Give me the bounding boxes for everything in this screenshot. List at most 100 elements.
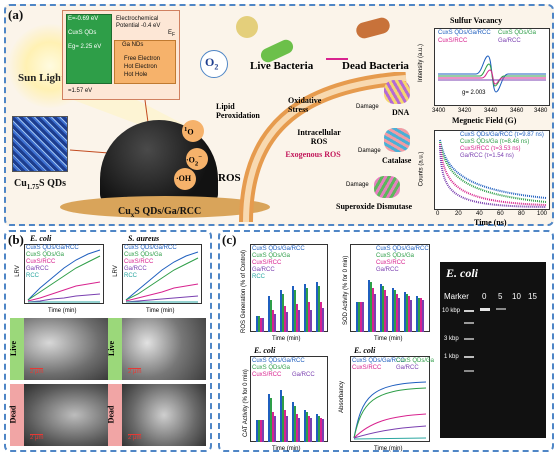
epr-traces [438,55,546,93]
arrow-live-to-dead [326,58,348,60]
sem-dead-saureus [122,384,206,446]
dna-label: DNA [392,108,410,117]
epr-tick-2: 3440 [484,108,498,114]
band-eg: Eg= 2.25 eV [68,44,102,50]
gel-image [440,262,546,438]
gel-marker: Marker [444,292,469,301]
live-tag-1 [10,318,24,380]
lrv-saureus-ylabel: LRV [112,265,119,277]
gel-bands [464,308,506,372]
gel-size-0: 10 kbp [442,308,461,314]
sod-bars [356,280,424,332]
sod-legend-1: CuxS QDs/Ga [376,253,415,259]
lrv-saureus-legend-1: CuxS QDs/Ga [124,252,163,258]
pl-legend-3: Ga/RCC (τ=1.54 ns) [460,153,514,159]
scale-bar-1: 2 μm [30,368,44,375]
ros-bars [256,282,324,332]
composite-label: CuxS QDs/Ga/RCC [118,206,202,219]
cat-legend-0: CuxS QDs/Ga/RCC [252,358,305,364]
damage-label-dna: Damage [356,104,379,110]
damage-label-catalase: Damage [358,148,381,154]
gel-lane-1: 5 [498,292,503,301]
band-evb: =1.57 eV [68,88,93,94]
epr-g-value: g= 2.003 [462,90,486,96]
catalase-icon [384,128,410,152]
o2-bubble [200,50,228,78]
panel-b-label: (b) [8,232,24,247]
lrv-ecoli-legend-4: RCC [26,273,39,279]
sem-live-saureus [122,318,206,380]
pl-tick-3: 60 [497,211,504,217]
pl-chart [434,130,550,210]
epr-ylabel: Intensity (a.u.) [418,43,425,83]
lrv-saureus-xlabel: Time (min) [146,308,175,314]
od-xlabel: Time (min) [374,446,403,452]
lrv-saureus-legend-3: Ga/RCC [124,266,147,272]
dna-icon [384,80,410,104]
live-bacteria-label: Live Bacteria [250,60,314,72]
damage-label-sod: Damage [346,182,369,188]
od-lines [353,381,427,440]
lrv-ecoli-legend-3: Ga/RCC [26,266,49,272]
od-title: E. coli [354,346,376,355]
dead-tag-1 [10,384,24,446]
epr-tick-3: 3460 [510,108,524,114]
dead-label-1: Dead [8,405,18,424]
pl-legend-0: CuxS QDs/Ga/RCC (τ=9.87 ns) [460,132,544,138]
od-legend-0: CuxS QDs/Ga/RCC [352,358,405,364]
epr-tick-4: 3480 [534,108,548,114]
dead-bacteria-label: Dead Bacteria [342,60,409,72]
sunlight-label: Sun Light [18,72,65,84]
cat-legend-1: CuxS QDs/Ga [252,365,291,371]
cell-membrane [239,72,407,222]
lrv-saureus-lines [125,251,199,303]
o2-label: O2 [205,55,219,72]
pl-tick-4: 80 [518,211,525,217]
sem-live-ecoli [24,318,108,380]
pl-tick-2: 40 [476,211,483,217]
epr-legend-2: CuxS/RCC [438,38,468,44]
sod-xlabel: Time (min) [374,336,403,342]
band-electro: Electrochemical Potential -0.4 eV [116,16,161,29]
scale-bar-3: 2 μm [30,434,44,441]
sod-legend-2: CuxS/RCC [376,260,406,266]
band-ecb: E=-0.69 eV [68,16,99,22]
cat-bars [256,390,324,442]
gel-lane-2: 10 [512,292,521,301]
epr-tick-0: 3400 [432,108,446,114]
gel-lane-0: 0 [482,292,487,301]
lrv-ecoli-legend-0: CuxS QDs/Ga/RCC [26,245,79,251]
cat-ylabel: CAT Activity (% for 0 min) [243,369,249,437]
epr-title: Sulfur Vacancy [450,16,503,25]
cat-legend-2: CuxS/RCC [252,372,282,378]
superoxide-label: ·O2− [186,154,203,168]
band-ga-nds: Ga NDs [122,42,144,48]
scale-bar-2: 2 μm [128,368,142,375]
panel-a-label: (a) [8,7,24,22]
live-label-2: Live [107,340,117,357]
sod-legend-3: Ga/RCC [376,267,399,273]
cat-legend-3: Ga/RCC [292,372,315,378]
epr-legend-0: CuxS QDs/Ga/RCC [438,30,491,36]
cat-title: E. coli [254,346,276,355]
live-bacteria-icon-2 [236,16,258,38]
oxidative-label: Oxidative Stress [288,96,322,114]
pl-legend-2: CuxS/RCC (τ=3.53 ns) [460,146,521,152]
lrv-saureus-title: S. aureus [128,234,160,243]
dead-label-2: Dead [106,405,116,424]
sod-ylabel: SOD Activity (% for 0 min) [343,255,349,325]
ros-label: ROS [218,172,241,184]
panel-c-label: (c) [222,232,237,247]
legend-free-electron: Free Electron [124,56,161,62]
od-ylabel: Absorbancy [338,381,345,413]
ros-burst-superoxide [186,148,208,170]
pl-tick-5: 100 [537,211,548,217]
od-legend-1: CuxS QDs/Ga [396,358,435,364]
hydroxyl-label: ·OH [176,174,192,183]
lrv-ecoli-xlabel: Time (min) [48,308,77,314]
dead-tag-2 [108,384,122,446]
pl-legend-1: CuxS QDs/Ga (τ=8.46 ns) [460,139,530,145]
gel-size-2: 1 kbp [444,354,459,360]
cat-xlabel: Time (min) [272,446,301,452]
od-legend-3: Ga/RCC [396,365,419,371]
